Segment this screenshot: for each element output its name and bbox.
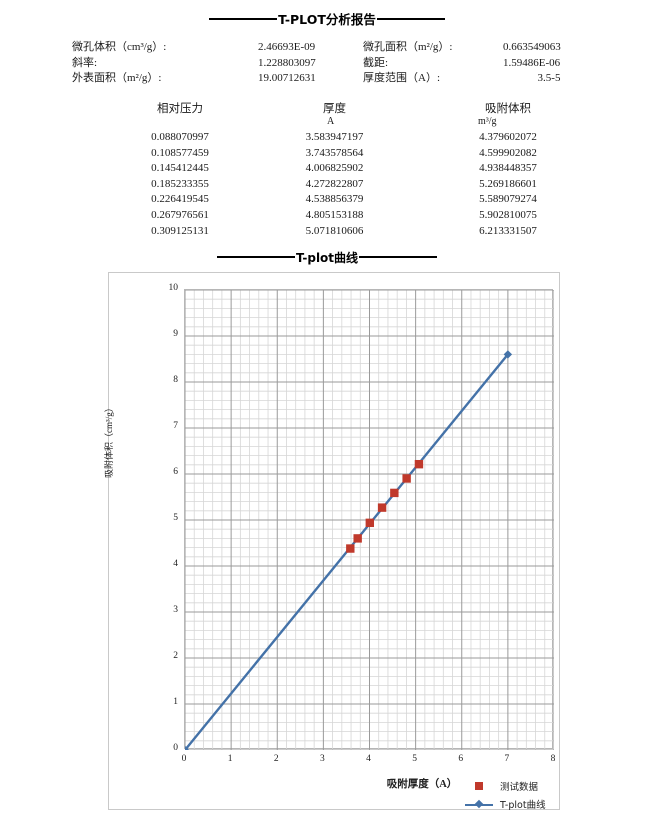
column-unit-adsorbed-volume: m³/g — [478, 116, 497, 127]
y-axis-tick-label: 7 — [173, 421, 178, 431]
line-marker-icon — [464, 800, 494, 809]
cell-thickness: 4.538856379 — [305, 193, 364, 206]
cell-relative-pressure: 0.267976561 — [151, 208, 209, 221]
report-title-text: T-PLOT分析报告 — [278, 12, 376, 27]
table-row: 0.267976561 4.805153188 5.902810075 — [0, 209, 654, 225]
y-axis-title: 吸附体积（cm³/g） — [104, 403, 114, 478]
thickness-range-label: 厚度范围（A）: — [363, 72, 440, 84]
x-axis-tick-label: 8 — [550, 754, 556, 764]
x-axis-tick-label: 5 — [412, 754, 417, 764]
chart-title-rule-left — [216, 256, 295, 258]
chart-title: T-plot曲线 — [0, 249, 654, 266]
x-axis-tick-label: 0 — [181, 754, 187, 764]
plot-area — [184, 289, 554, 750]
cell-thickness: 3.583947197 — [305, 131, 364, 143]
external-area-label: 外表面积（m²/g）: — [72, 72, 162, 84]
legend-item-test-data[interactable]: 测试数据 — [464, 777, 546, 795]
cell-thickness: 5.071810606 — [305, 224, 364, 237]
cell-relative-pressure: 0.185233355 — [151, 177, 209, 190]
intercept-value: 1.59486E-06 — [503, 56, 561, 69]
x-axis-title: 吸附厚度（A） — [386, 779, 458, 790]
chart-title-rule-right — [359, 256, 438, 258]
cell-thickness: 4.272822807 — [305, 177, 364, 190]
table-row: 0.108577459 3.743578564 4.599902082 — [0, 147, 654, 163]
table-header-row: 相对压力 厚度 吸附体积 — [0, 100, 654, 116]
y-axis-tick-label: 1 — [173, 697, 178, 707]
cell-adsorbed-volume: 4.599902082 — [479, 146, 537, 159]
intercept-label: 截距: — [363, 56, 389, 69]
micropore-area-value: 0.663549063 — [503, 41, 561, 53]
table-row: 0.145412445 4.006825902 4.938448357 — [0, 162, 654, 178]
x-axis-tick-label: 2 — [273, 754, 279, 764]
chart-legend: 测试数据 T-plot曲线 — [464, 777, 546, 813]
y-axis-tick-label: 3 — [173, 605, 178, 615]
cell-thickness: 3.743578564 — [305, 146, 364, 159]
title-rule-left — [209, 18, 278, 20]
x-axis-tick-label: 3 — [320, 754, 325, 764]
chart-frame: 0 1 2 3 4 5 6 7 8 9 10 0 1 2 3 4 5 6 7 8 吸附体积（cm³/g） 吸附厚度（… — [104, 272, 560, 813]
cell-relative-pressure: 0.226419545 — [151, 193, 209, 206]
external-area-value: 19.00712631 — [258, 72, 316, 84]
cell-adsorbed-volume: 4.938448357 — [479, 162, 537, 175]
y-axis-tick-label: 5 — [173, 513, 178, 523]
micropore-volume-value: 2.46693E-09 — [258, 41, 316, 53]
micropore-volume-label: 微孔体积（cm³/g）: — [72, 41, 167, 53]
cell-relative-pressure: 0.108577459 — [151, 146, 209, 159]
x-axis-tick-label: 6 — [458, 754, 464, 764]
summary-row: 微孔体积（cm³/g）: 2.46693E-09 微孔面积（m²/g）: 0.6… — [0, 40, 654, 56]
cell-adsorbed-volume: 6.213331507 — [479, 224, 537, 237]
y-axis-tick-label: 2 — [173, 651, 178, 661]
cell-thickness: 4.006825902 — [305, 162, 364, 175]
column-unit-thickness: A — [327, 116, 335, 127]
summary-row: 外表面积（m²/g）: 19.00712631 厚度范围（A）: 3.5-5 — [0, 71, 654, 87]
title-rule-right — [376, 18, 445, 20]
plot-canvas — [185, 290, 554, 750]
summary-block: 微孔体积（cm³/g）: 2.46693E-09 微孔面积（m²/g）: 0.6… — [0, 40, 654, 87]
y-axis-tick-label: 9 — [173, 329, 178, 339]
thickness-range-value: 3.5-5 — [537, 72, 561, 84]
x-axis-tick-label: 4 — [366, 754, 371, 764]
legend-label-test-data: 测试数据 — [500, 783, 539, 793]
column-header-adsorbed-volume: 吸附体积 — [485, 103, 531, 115]
cell-adsorbed-volume: 4.379602072 — [479, 131, 537, 143]
legend-label-tplot-curve: T-plot曲线 — [500, 800, 546, 811]
y-axis-tick-label: 8 — [173, 375, 178, 385]
slope-value: 1.228803097 — [258, 56, 316, 69]
cell-relative-pressure: 0.088070997 — [151, 131, 209, 143]
cell-adsorbed-volume: 5.902810075 — [479, 208, 537, 221]
legend-item-tplot-curve[interactable]: T-plot曲线 — [464, 795, 546, 813]
table-subheader-row: A m³/g — [0, 116, 654, 131]
x-axis-tick-label: 7 — [504, 754, 510, 764]
data-table: 相对压力 厚度 吸附体积 A m³/g 0.088070997 3.583947… — [0, 100, 654, 240]
y-axis-tick-label: 6 — [173, 467, 178, 477]
cell-adsorbed-volume: 5.589079274 — [479, 193, 537, 206]
chart-title-text: T-plot曲线 — [295, 251, 359, 265]
cell-adsorbed-volume: 5.269186601 — [479, 177, 537, 190]
report-title: T-PLOT分析报告 — [0, 9, 654, 28]
cell-relative-pressure: 0.309125131 — [151, 224, 209, 237]
column-header-relative-pressure: 相对压力 — [157, 103, 203, 115]
cell-thickness: 4.805153188 — [305, 208, 364, 221]
x-axis-tick-label: 1 — [227, 754, 233, 764]
table-row: 0.088070997 3.583947197 4.379602072 — [0, 131, 654, 147]
column-header-thickness: 厚度 — [323, 103, 346, 115]
square-marker-icon — [464, 782, 494, 790]
summary-row: 斜率: 1.228803097 截距: 1.59486E-06 — [0, 56, 654, 72]
y-axis-tick-label: 10 — [168, 283, 179, 293]
table-row: 0.226419545 4.538856379 5.589079274 — [0, 193, 654, 209]
slope-label: 斜率: — [72, 56, 98, 69]
micropore-area-label: 微孔面积（m²/g）: — [363, 41, 453, 53]
y-axis-tick-label: 4 — [173, 559, 178, 569]
cell-relative-pressure: 0.145412445 — [151, 162, 209, 175]
table-row: 0.185233355 4.272822807 5.269186601 — [0, 178, 654, 194]
y-axis-tick-label: 0 — [173, 743, 178, 753]
table-row: 0.309125131 5.071810606 6.213331507 — [0, 225, 654, 241]
